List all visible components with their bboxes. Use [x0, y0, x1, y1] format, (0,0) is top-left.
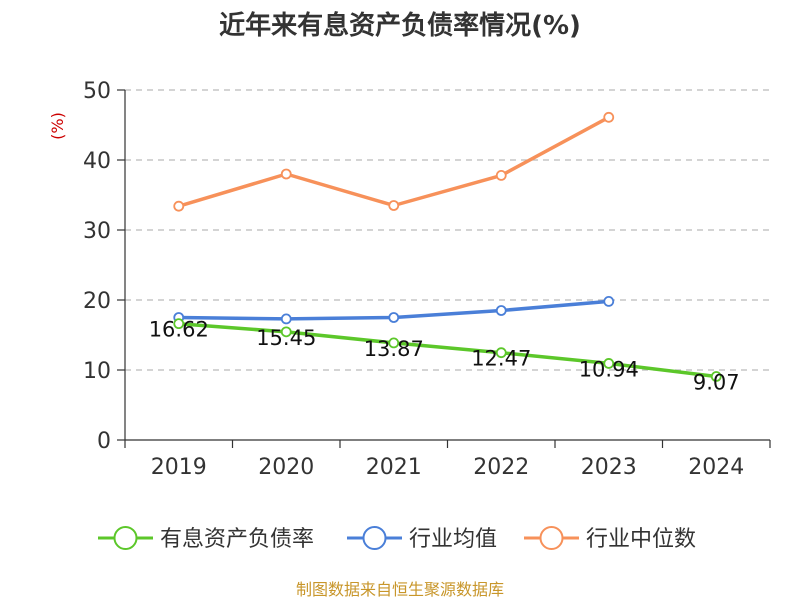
grid-lines	[125, 89, 770, 371]
legend-label: 有息资产负债率	[160, 527, 314, 552]
data-point	[710, 371, 722, 382]
x-tick-label: 2022	[473, 455, 529, 480]
data-point	[280, 326, 292, 338]
x-tick-label: 2019	[151, 455, 207, 480]
legend-marker	[113, 526, 138, 550]
legend-label: 行业均值	[409, 527, 497, 552]
data-point	[388, 200, 400, 211]
data-label: 9.07	[693, 371, 740, 395]
series-line	[177, 321, 719, 379]
legend-marker	[539, 526, 564, 550]
data-labels: 16.62 15.45 13.87 12.47 10.94 9.07	[149, 318, 740, 395]
series-line	[177, 115, 611, 208]
x-tick-label: 2023	[581, 455, 637, 480]
data-label: 15.45	[256, 326, 316, 350]
data-point	[280, 168, 292, 180]
x-tick-label: 2024	[688, 455, 744, 480]
data-point	[603, 295, 615, 307]
y-tick-label: 50	[83, 79, 111, 104]
axes: 0 10 20 30 40 50 2019 2020 2021 2022 2023 2024	[83, 79, 771, 480]
data-point	[495, 347, 507, 359]
data-point	[173, 318, 185, 330]
y-tick-label: 40	[83, 149, 111, 174]
chart-title: 近年来有息资产负债率情况(%)	[219, 10, 581, 41]
legend-label: 行业中位数	[586, 527, 696, 552]
source-note: 制图数据来自恒生聚源数据库	[296, 580, 504, 599]
data-label: 16.62	[149, 318, 209, 342]
data-label: 10.94	[579, 357, 639, 381]
data-label: 13.87	[364, 337, 424, 361]
data-point	[388, 337, 400, 349]
x-tick-label: 2020	[258, 455, 314, 480]
legend-marker	[362, 526, 387, 550]
data-point	[280, 313, 292, 325]
x-tick-label: 2021	[366, 455, 422, 480]
legend: 有息资产负债率 行业均值 行业中位数	[98, 526, 696, 552]
data-point	[388, 312, 400, 323]
y-tick-label: 10	[83, 359, 111, 384]
data-point	[603, 358, 615, 369]
data-point	[603, 111, 615, 123]
series-lines	[173, 111, 722, 382]
data-point	[173, 200, 185, 212]
y-tick-label: 0	[97, 429, 111, 454]
y-tick-label: 30	[83, 219, 111, 244]
data-point	[495, 169, 507, 181]
y-tick-label: 20	[83, 289, 111, 314]
data-point	[495, 305, 507, 316]
data-label: 12.47	[471, 347, 531, 371]
y-axis-unit-label: (%)	[48, 112, 67, 140]
